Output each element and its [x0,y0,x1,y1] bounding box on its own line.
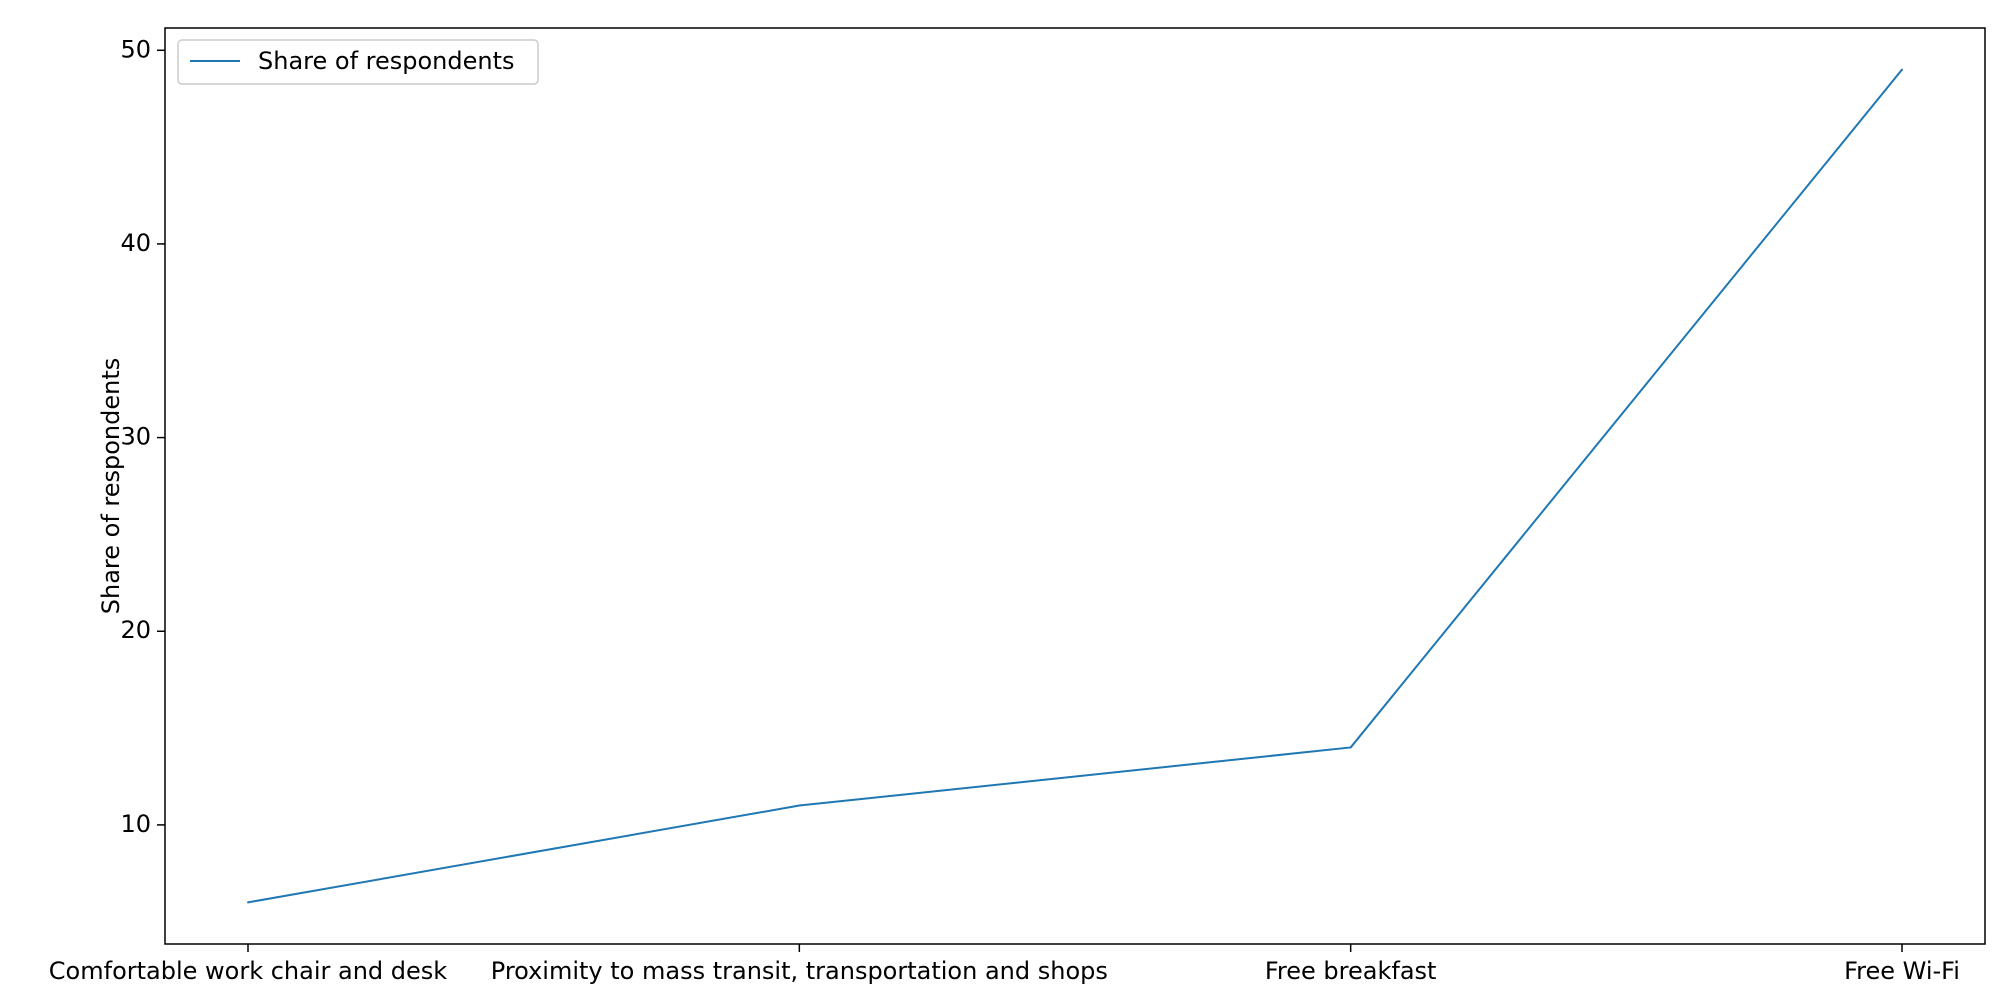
y-tick-label: 40 [120,229,151,257]
series-line [247,69,1903,904]
data-point [1349,746,1352,749]
y-tick-label: 30 [120,423,151,451]
x-tick-label: Free breakfast [1265,957,1437,985]
plot-area-frame [164,27,1986,945]
legend-label: Share of respondents [258,47,515,75]
x-tick-label: Comfortable work chair and desk [49,957,448,985]
legend: Share of respondents [177,39,539,85]
y-tick-label: 20 [120,616,151,644]
x-tick-label: Free Wi-Fi [1844,957,1960,985]
x-axis-ticks: Comfortable work chair and desk Proximity… [49,944,1960,985]
x-tick-label: Proximity to mass transit, transportatio… [491,957,1108,985]
legend-box [177,39,539,85]
data-point [247,901,249,904]
data-point [1901,68,1903,71]
y-axis-ticks: 10 20 30 40 50 [120,35,165,838]
series-layer [247,68,1903,904]
y-axis-title: Share of respondents [97,358,125,615]
data-point [798,804,801,807]
y-tick-label: 10 [120,810,151,838]
y-tick-label: 50 [120,35,151,63]
